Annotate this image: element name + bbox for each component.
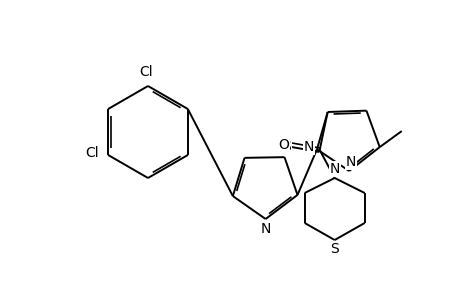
Text: Cl: Cl bbox=[85, 146, 99, 160]
Text: Cl: Cl bbox=[139, 65, 152, 79]
Text: N: N bbox=[345, 155, 356, 169]
Text: N: N bbox=[329, 162, 339, 176]
Text: S: S bbox=[330, 242, 338, 256]
Text: N: N bbox=[260, 222, 270, 236]
Text: S: S bbox=[281, 140, 290, 154]
Text: O: O bbox=[278, 138, 289, 152]
Text: N: N bbox=[303, 140, 313, 154]
